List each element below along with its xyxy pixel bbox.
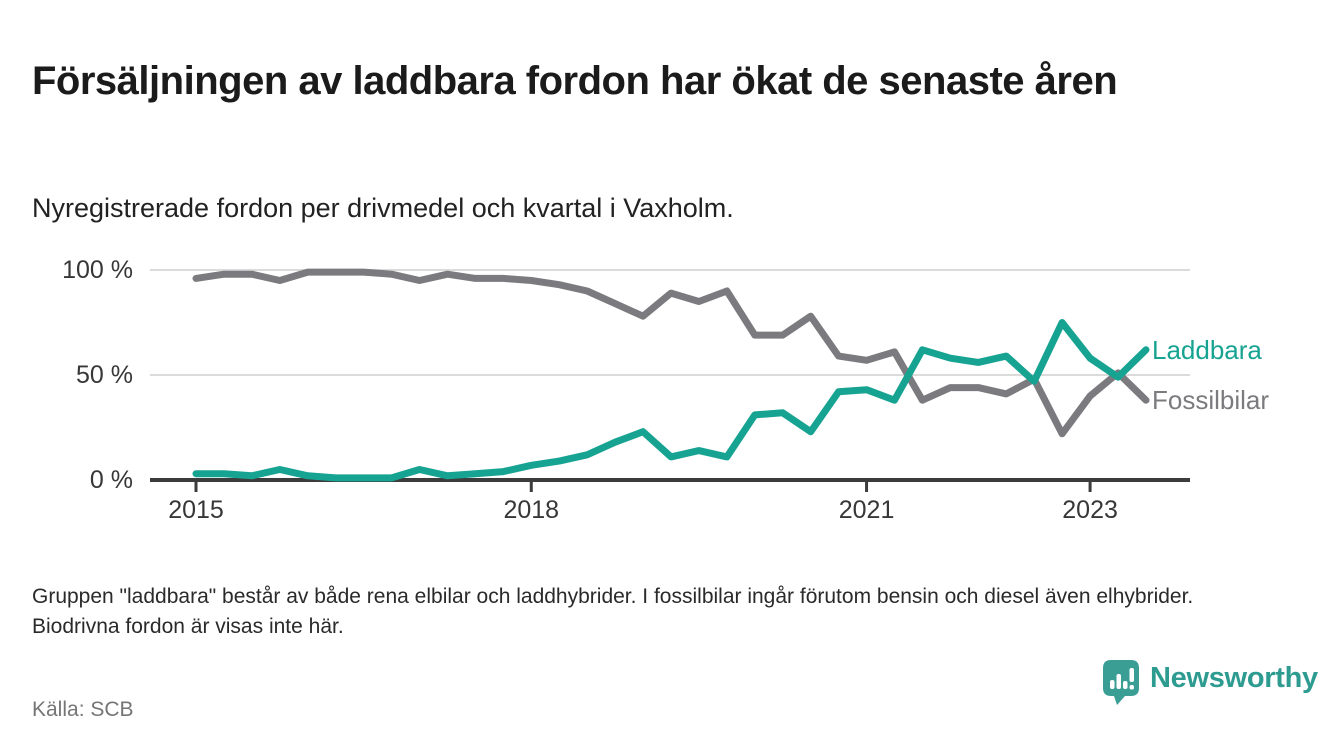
source-label: Källa: SCB — [32, 698, 134, 721]
newsworthy-pin-icon — [1103, 659, 1139, 705]
newsworthy-logo[interactable]: Newsworthy — [1102, 658, 1318, 706]
chart-subtitle: Nyregistrerade fordon per drivmedel och … — [32, 193, 734, 223]
footnote: Gruppen "laddbara" består av både rena e… — [32, 585, 1194, 638]
chart-title: Försäljningen av laddbara fordon har öka… — [32, 58, 1118, 103]
series-line-laddbara — [192, 319, 1150, 482]
series-line-fossilbilar — [192, 268, 1150, 438]
newsworthy-wordmark: Newsworthy — [1150, 662, 1318, 694]
